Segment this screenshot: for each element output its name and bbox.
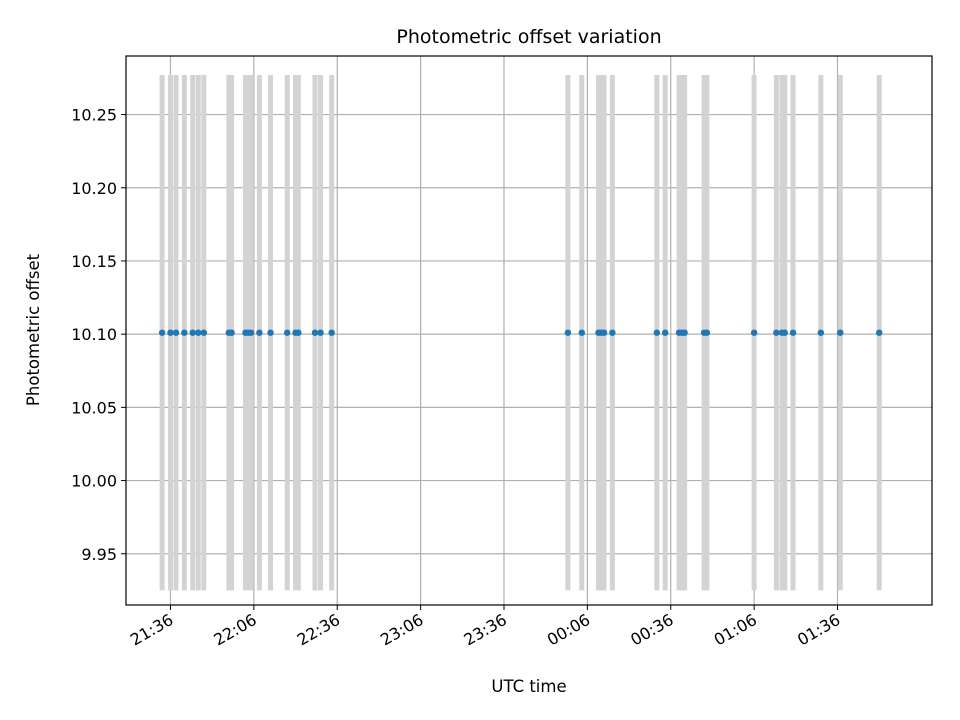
data-points (158, 329, 883, 336)
data-point (661, 329, 669, 336)
y-tick-label: 10.00 (71, 472, 117, 491)
data-point (172, 329, 180, 336)
data-point (875, 329, 883, 336)
chart-title: Photometric offset variation (396, 26, 661, 48)
y-tick-label: 10.20 (71, 179, 117, 198)
data-point (167, 329, 174, 336)
data-point (284, 329, 291, 336)
data-point (600, 329, 608, 336)
data-point (750, 329, 758, 336)
data-point (247, 329, 255, 336)
data-point (228, 329, 235, 336)
plot-frame (125, 55, 933, 606)
data-point (789, 329, 797, 336)
data-point (200, 329, 208, 336)
y-tick-label: 10.15 (71, 252, 117, 271)
data-point (189, 329, 196, 336)
data-point (564, 329, 572, 336)
data-point (317, 329, 324, 336)
data-point (681, 329, 688, 336)
data-point (295, 329, 302, 336)
data-point (817, 329, 825, 336)
data-point (181, 329, 188, 336)
data-point (653, 329, 661, 336)
data-point (311, 329, 319, 336)
y-tick-label: 10.10 (71, 325, 117, 344)
data-point (267, 329, 274, 336)
data-point (256, 329, 263, 336)
data-point (837, 329, 844, 336)
y-tick-label: 9.95 (81, 545, 117, 564)
data-point (195, 329, 202, 336)
data-point (328, 329, 335, 336)
data-point (781, 329, 788, 336)
y-axis-label: Photometric offset (24, 253, 43, 406)
y-axis: 9.95 10.00 10.05 10.10 10.15 10.20 10.25 (71, 106, 126, 564)
data-point (158, 329, 166, 336)
data-point (773, 329, 780, 336)
data-point (609, 329, 616, 336)
y-tick-label: 10.25 (71, 106, 117, 125)
data-point (578, 329, 586, 336)
x-axis-label: UTC time (491, 677, 566, 696)
data-point (703, 329, 711, 336)
y-tick-label: 10.05 (71, 398, 117, 417)
